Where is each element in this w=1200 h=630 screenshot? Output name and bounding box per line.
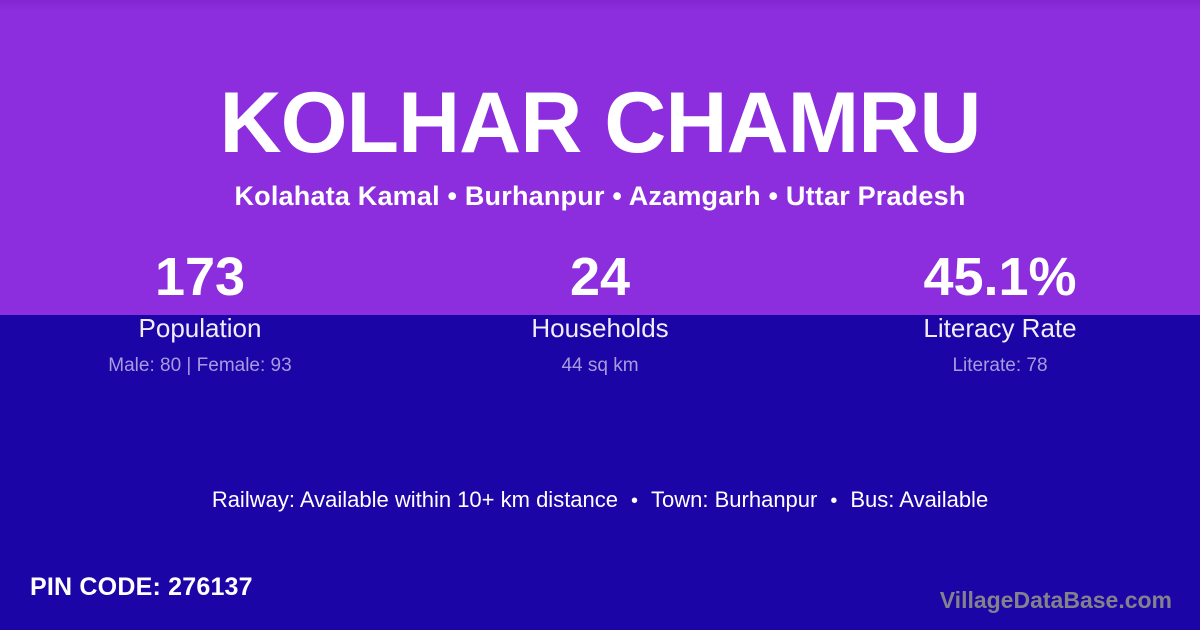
bullet-separator: • bbox=[631, 490, 639, 512]
population-detail: Male: 80 | Female: 93 bbox=[108, 355, 292, 376]
town-info: Town: Burhanpur bbox=[651, 487, 818, 512]
purple-header-background bbox=[0, 0, 1200, 315]
railway-info: Railway: Available within 10+ km distanc… bbox=[211, 487, 619, 512]
brand-watermark: VillageDataBase.com bbox=[939, 587, 1172, 613]
stat-households: 24 Households 44 sq km bbox=[400, 250, 800, 375]
households-detail: 44 sq km bbox=[561, 355, 639, 376]
transport-info-line: Railway: Available within 10+ km distanc… bbox=[0, 487, 1200, 512]
pin-code: PIN CODE: 276137 bbox=[30, 573, 253, 602]
households-label: Households bbox=[531, 313, 669, 343]
pin-code-label: PIN CODE: bbox=[30, 573, 161, 601]
households-value: 24 bbox=[569, 247, 631, 307]
pin-code-value: 276137 bbox=[168, 573, 253, 601]
population-value: 173 bbox=[154, 247, 246, 307]
literacy-detail: Literate: 78 bbox=[952, 355, 1048, 376]
stats-row: 173 Population Male: 80 | Female: 93 24 … bbox=[0, 250, 1200, 375]
stat-literacy: 45.1% Literacy Rate Literate: 78 bbox=[800, 250, 1200, 375]
bullet-separator: • bbox=[830, 490, 838, 512]
bus-info: Bus: Available bbox=[850, 487, 989, 512]
literacy-label: Literacy Rate bbox=[923, 313, 1077, 343]
navy-body-background bbox=[0, 315, 1200, 630]
population-label: Population bbox=[138, 313, 262, 343]
stat-population: 173 Population Male: 80 | Female: 93 bbox=[0, 250, 400, 375]
village-title: KOLHAR CHAMRU bbox=[219, 75, 982, 171]
location-breadcrumb: Kolahata Kamal • Burhanpur • Azamgarh • … bbox=[234, 181, 966, 211]
literacy-value: 45.1% bbox=[923, 247, 1077, 307]
